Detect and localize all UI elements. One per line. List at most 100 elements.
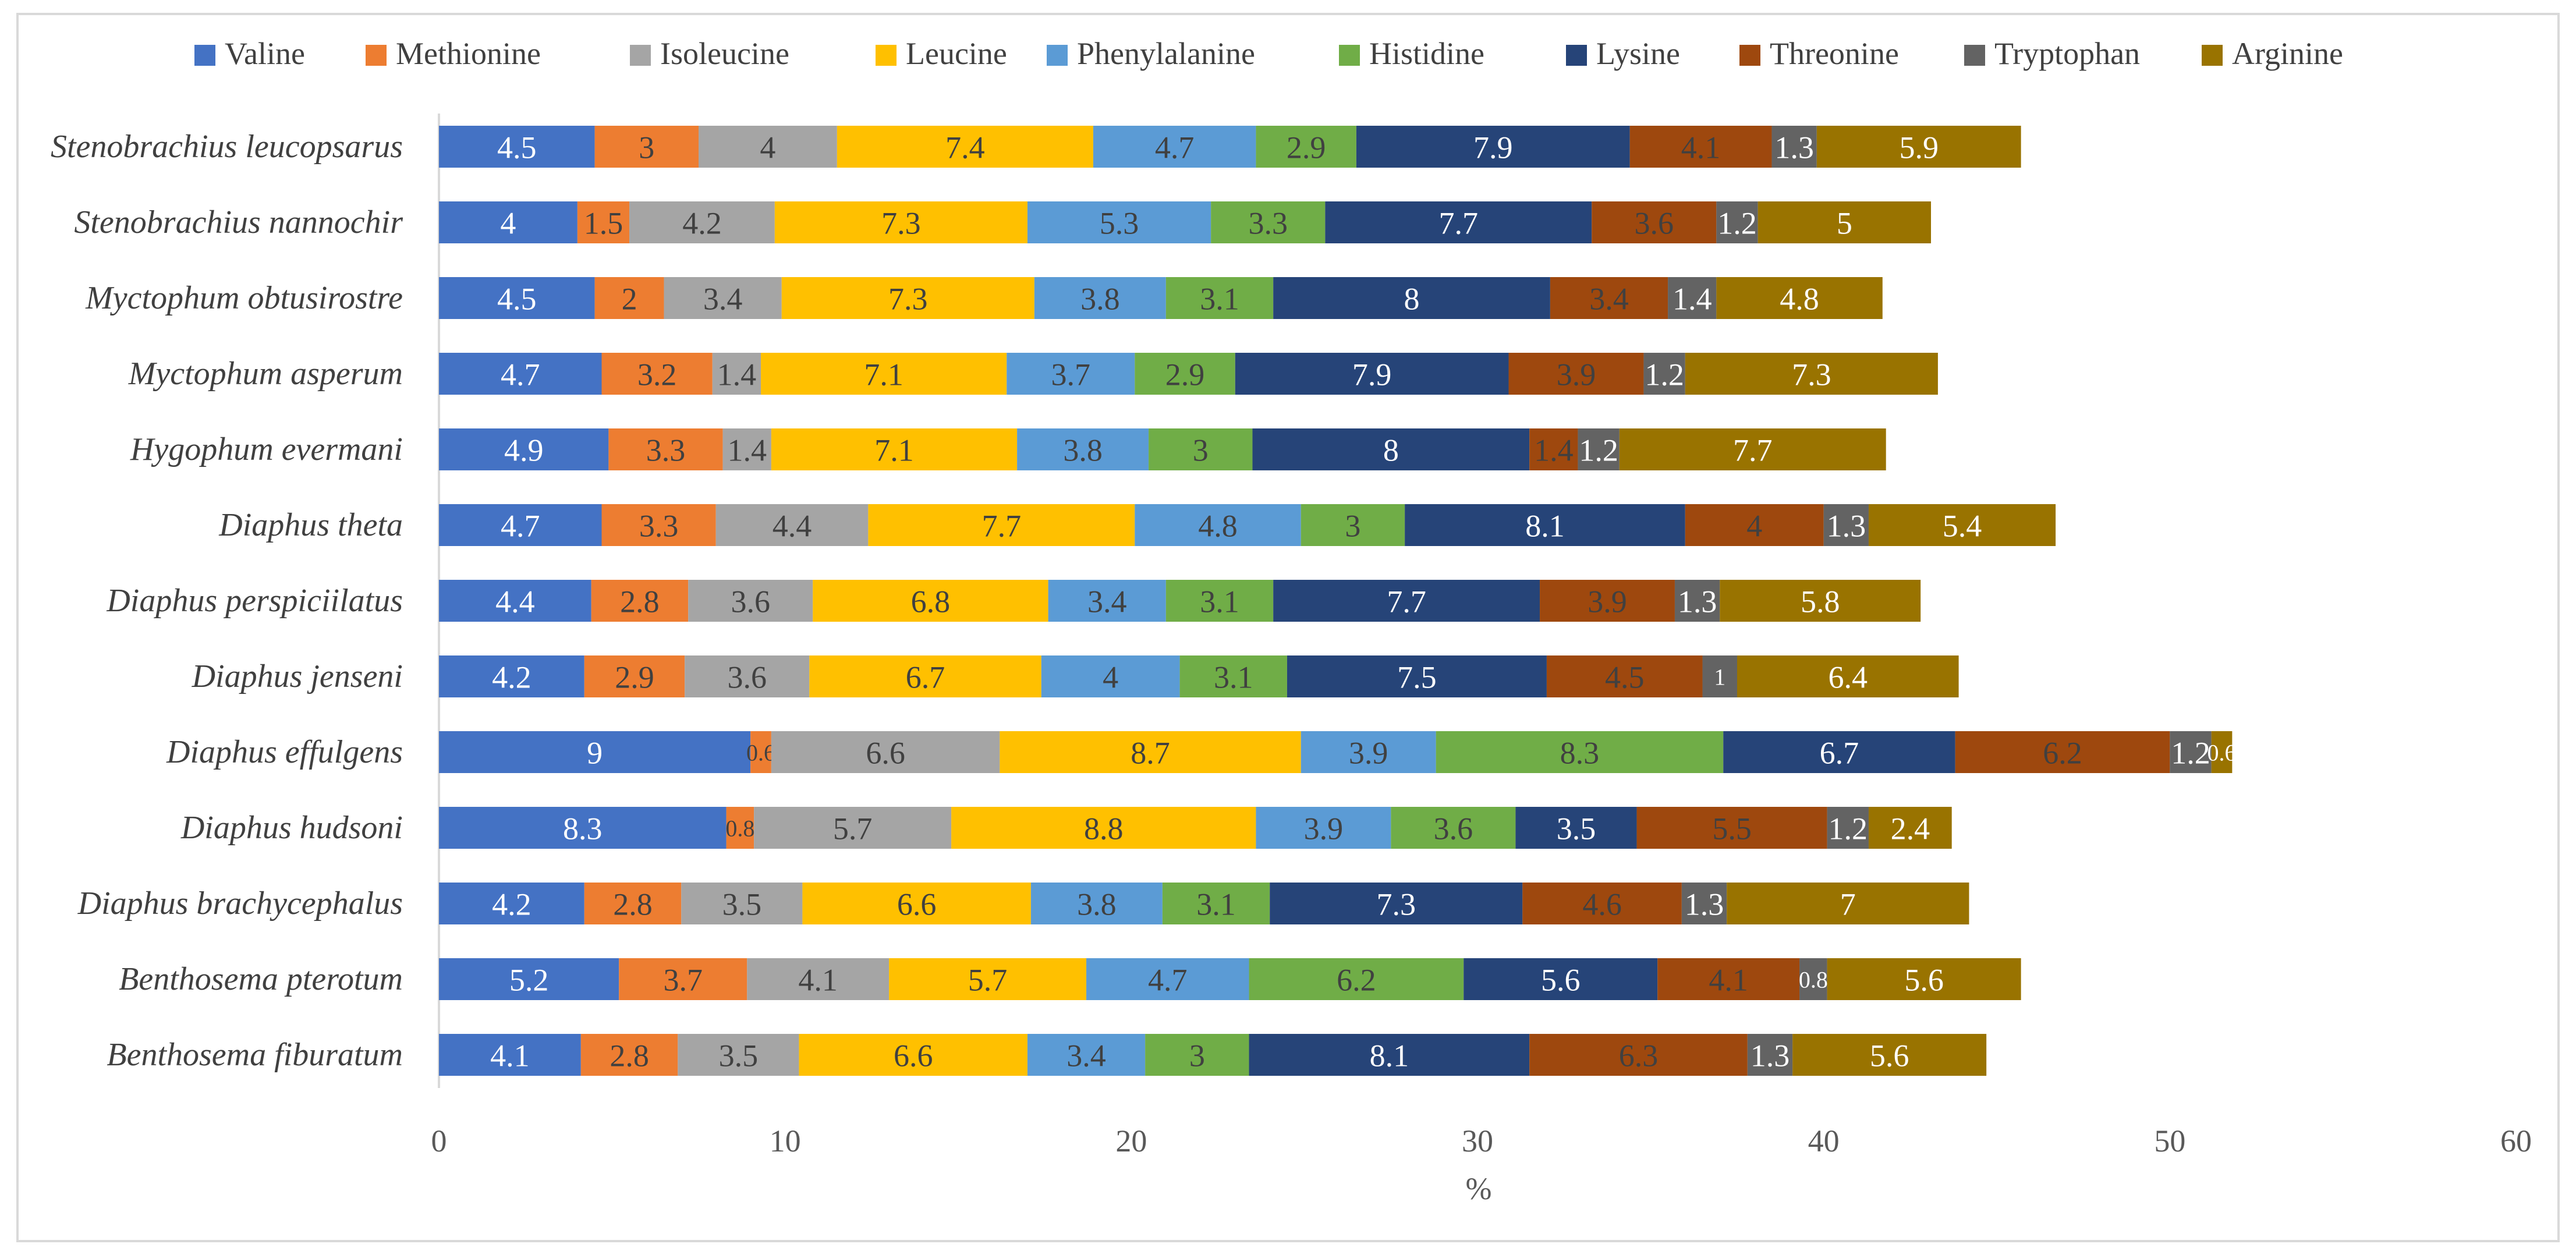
category-label: Myctophum obtusirostre: [85, 280, 403, 316]
bar-segment-leucine: [889, 958, 1087, 1000]
data-label: 3.6: [731, 584, 770, 619]
category-label: Diaphus hudsoni: [180, 810, 403, 846]
bar-segment-lysine: [1515, 807, 1637, 849]
bar-segment-threonine: [1685, 504, 1824, 546]
legend-swatch: [876, 45, 897, 66]
data-label: 7.3: [1377, 887, 1416, 922]
bar-segment-lysine: [1405, 504, 1685, 546]
legend-item-threonine: Threonine: [1739, 36, 1899, 71]
bar-segment-valine: [439, 807, 727, 849]
bar-segment-valine: [439, 1034, 581, 1076]
data-label: 3.4: [1066, 1038, 1106, 1073]
data-label: 3.9: [1588, 584, 1627, 619]
data-label: 3.8: [1080, 281, 1120, 316]
bar-segment-tryptophan: [1578, 428, 1620, 470]
bar-segment-tryptophan: [1674, 580, 1720, 622]
bar-segment-valine: [439, 655, 584, 697]
data-label: 5.7: [968, 962, 1008, 997]
legend-swatch: [1739, 45, 1760, 66]
data-label: 1.4: [728, 433, 767, 467]
bar-segment-threonine: [1550, 277, 1668, 319]
bar-segment-isoleucine: [629, 201, 775, 243]
data-label: 3.3: [1248, 205, 1288, 240]
bar-segment-histidine: [1301, 504, 1405, 546]
data-label: 1.2: [2171, 735, 2210, 770]
bar-segment-tryptophan: [1799, 958, 1827, 1000]
data-label: 8.3: [1560, 735, 1600, 770]
x-tick-label: 10: [770, 1124, 801, 1158]
legend-item-isoleucine: Isoleucine: [630, 36, 789, 71]
legend-swatch: [366, 45, 387, 66]
data-label: 3.5: [719, 1038, 759, 1073]
legend-label: Valine: [225, 36, 305, 71]
category-label: Diaphus effulgens: [166, 734, 403, 770]
bar-segment-lysine: [1273, 580, 1540, 622]
bar-segment-phenylalanine: [1030, 883, 1163, 924]
bar-segment-tryptophan: [1823, 504, 1869, 546]
bar-segment-isoleucine: [712, 353, 761, 395]
data-label: 8.7: [1131, 735, 1170, 770]
legend-item-valine: Valine: [194, 36, 305, 71]
data-label: 3.4: [1087, 584, 1127, 619]
data-label: 3.3: [639, 508, 679, 543]
data-label: 4.4: [495, 584, 535, 619]
bar-segment-phenylalanine: [1017, 428, 1149, 470]
legend-item-phenylalanine: Phenylalanine: [1047, 36, 1255, 71]
data-label: 4: [1103, 660, 1118, 694]
bar-row: 9 0.6 6.6 8.7 3.9 8.3 6.7 6.2 1.20.6: [439, 731, 2237, 773]
bar-row: 5.2 3.7 4.1 5.7 4.7 6.2 5.6 4.1 0.8 5.6: [439, 958, 2021, 1000]
data-label: 3.9: [1304, 811, 1344, 846]
legend-label: Phenylalanine: [1077, 36, 1255, 71]
bar-segment-phenylalanine: [1256, 807, 1391, 849]
data-label: 3.5: [722, 887, 762, 922]
legend-swatch: [2202, 45, 2223, 66]
data-label: 3.7: [1051, 357, 1091, 392]
legend-item-lysine: Lysine: [1566, 36, 1680, 71]
bar-segment-isoleucine: [678, 1034, 799, 1076]
bar-segment-histidine: [1249, 958, 1464, 1000]
bar-segment-methionine: [580, 1034, 678, 1076]
data-label: 5.6: [1541, 962, 1581, 997]
legend-label: Arginine: [2232, 36, 2343, 71]
bar-segment-isoleucine: [664, 277, 782, 319]
bar-segment-threonine: [1529, 428, 1578, 470]
data-label: 2.9: [1165, 357, 1205, 392]
data-label: 6.7: [1820, 735, 1859, 770]
bar-segment-leucine: [774, 201, 1027, 243]
bar-segment-methionine: [601, 353, 713, 395]
legend-label: Leucine: [906, 36, 1007, 71]
data-label: 2.9: [615, 660, 654, 694]
bar-segment-methionine: [601, 504, 716, 546]
data-label: 1.3: [1751, 1038, 1790, 1073]
data-label: 1.3: [1774, 130, 1814, 165]
bar-segment-methionine: [577, 201, 630, 243]
x-tick-label: 30: [1462, 1124, 1493, 1158]
bar-segment-tryptophan: [1681, 883, 1727, 924]
data-label: 1.3: [1685, 887, 1724, 922]
data-label: 4.2: [492, 660, 532, 694]
data-label: 4.7: [1148, 962, 1188, 997]
bar-segment-methionine: [619, 958, 747, 1000]
bar-segment-methionine: [591, 580, 689, 622]
bar-segment-threonine: [1508, 353, 1644, 395]
bar-segment-valine: [439, 883, 584, 924]
category-label: Diaphus jenseni: [192, 658, 403, 694]
category-label: Diaphus perspiciilatus: [106, 583, 403, 619]
data-label: 9: [587, 735, 603, 770]
bar-row: 4.7 3.3 4.4 7.7 4.8 3 8.1 4 1.3 5.4: [439, 504, 2056, 546]
legend-item-arginine: Arginine: [2202, 36, 2343, 71]
x-tick-label: 40: [1808, 1124, 1840, 1158]
data-label: 2.4: [1891, 811, 1930, 846]
data-label: 2.8: [610, 1038, 649, 1073]
data-label: 5.4: [1943, 508, 1982, 543]
data-label: 7.7: [1387, 584, 1426, 619]
data-label: 4.5: [497, 281, 537, 316]
data-label: 3.6: [1434, 811, 1473, 846]
legend-item-leucine: Leucine: [876, 36, 1007, 71]
bar-segment-isoleucine: [747, 958, 890, 1000]
category-label: Stenobrachius nannochir: [74, 204, 403, 240]
data-label: 3.5: [1557, 811, 1596, 846]
bar-segment-threonine: [1540, 580, 1675, 622]
bar-row: 4.5 3 4 7.4 4.7 2.9 7.9 4.1 1.3 5.9: [439, 126, 2021, 168]
data-label: 5.6: [1904, 962, 1944, 997]
